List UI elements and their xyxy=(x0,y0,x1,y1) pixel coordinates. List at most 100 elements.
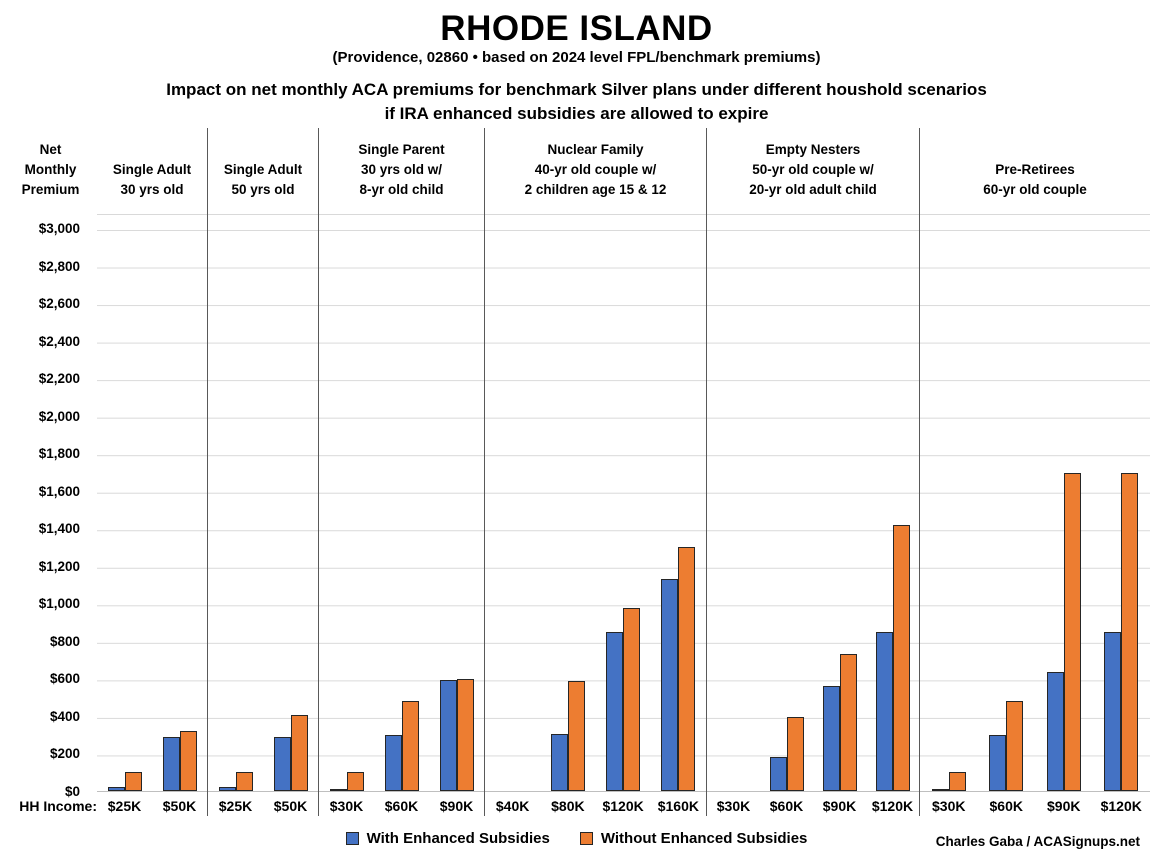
credit: Charles Gaba / ACASignups.net xyxy=(935,834,1140,849)
scenario-group: Empty Nesters 50-yr old couple w/ 20-yr … xyxy=(706,128,919,816)
bar-with-subsidies xyxy=(273,737,291,791)
bar-without-subsidies xyxy=(1121,473,1139,791)
bar-without-subsidies xyxy=(839,654,857,791)
y-tick-label: $2,600 xyxy=(38,296,80,312)
bar-without-subsidies xyxy=(948,772,966,791)
scenario-plot-area xyxy=(485,214,706,792)
bar-row xyxy=(920,215,1150,791)
income-slot xyxy=(707,215,760,791)
bar-row xyxy=(208,215,318,791)
chart-heading-line-1: Impact on net monthly ACA premiums for b… xyxy=(166,80,987,99)
income-label: $90K xyxy=(822,797,857,814)
bar-without-subsidies xyxy=(892,525,910,791)
bar-without-subsidies xyxy=(124,772,142,791)
bar-row xyxy=(485,215,706,791)
y-tick-label: $2,000 xyxy=(38,408,80,424)
income-label: $60K xyxy=(769,797,804,814)
legend-label: Without Enhanced Subsidies xyxy=(600,830,808,847)
y-tick-label: $1,600 xyxy=(38,483,80,499)
income-slot xyxy=(374,215,429,791)
income-label: $120K xyxy=(1100,797,1142,814)
income-label: $30K xyxy=(932,797,966,814)
bar-with-subsidies xyxy=(107,787,125,791)
scenario-header: Nuclear Family 40-yr old couple w/ 2 chi… xyxy=(524,142,667,197)
income-label: $120K xyxy=(602,797,644,814)
income-slot xyxy=(920,215,978,791)
y-tick-label: $3,000 xyxy=(38,221,80,236)
bar-without-subsidies xyxy=(235,772,253,791)
y-tick-label: $0 xyxy=(64,784,80,799)
income-label: $160K xyxy=(657,797,699,814)
bar-with-subsidies xyxy=(329,789,347,791)
income-slot xyxy=(152,215,207,791)
y-tick-label: $1,400 xyxy=(38,521,80,537)
income-slot xyxy=(813,215,866,791)
bar-chart: Net Monthly Premium $3,000 $2,800 $2,600 $2… xyxy=(0,128,1153,816)
income-slot xyxy=(97,215,152,791)
y-tick-label: $400 xyxy=(49,708,80,724)
bar-without-subsidies xyxy=(346,772,364,791)
y-tick-label: $800 xyxy=(49,633,80,649)
bar-row xyxy=(319,215,484,791)
income-label: $30K xyxy=(716,797,751,814)
income-labels: $30K $60K $90K $120K xyxy=(920,792,1150,816)
bar-with-subsidies xyxy=(218,787,236,791)
income-slot xyxy=(429,215,484,791)
y-tick-label: $1,200 xyxy=(38,558,80,574)
bar-without-subsidies xyxy=(786,717,804,791)
bar-with-subsidies xyxy=(439,680,457,791)
income-label: $25K xyxy=(218,797,253,814)
income-slot xyxy=(866,215,919,791)
scenario-header: Single Adult 30 yrs old xyxy=(112,162,192,197)
legend-swatch-without-subsidies xyxy=(579,832,593,845)
income-label: $60K xyxy=(384,797,419,814)
y-tick-label: $2,200 xyxy=(38,371,80,387)
bar-row xyxy=(97,215,207,791)
bar-without-subsidies xyxy=(678,547,696,791)
income-label: $50K xyxy=(273,797,308,814)
income-label: $25K xyxy=(107,797,142,814)
bar-with-subsidies xyxy=(661,579,679,791)
legend: With Enhanced Subsidies Without Enhanced … xyxy=(0,820,1153,847)
bar-with-subsidies xyxy=(1046,672,1064,791)
hh-income-label: HH Income: xyxy=(19,798,97,814)
income-label: $60K xyxy=(989,797,1023,814)
income-slot xyxy=(208,215,263,791)
legend-swatch-with-subsidies xyxy=(345,832,359,845)
bar-with-subsidies xyxy=(989,735,1007,791)
bar-with-subsidies xyxy=(384,735,402,791)
income-label: $40K xyxy=(495,797,530,814)
bar-without-subsidies xyxy=(179,731,197,791)
bar-with-subsidies xyxy=(606,632,624,791)
chart-footer: With Enhanced Subsidies Without Enhanced … xyxy=(0,820,1153,860)
legend-item-with-subsidies: With Enhanced Subsidies xyxy=(345,830,550,847)
income-label: $80K xyxy=(551,797,585,814)
scenario-group: Single Adult 50 yrs old $25K $50K xyxy=(207,128,318,816)
bar-with-subsidies xyxy=(822,686,840,791)
income-label: $30K xyxy=(329,797,364,814)
y-axis-title: Net Monthly Premium xyxy=(21,142,80,197)
y-tick-label: $2,400 xyxy=(38,333,80,349)
income-slot xyxy=(760,215,813,791)
income-label: $90K xyxy=(1047,797,1081,814)
chart-heading-line-2: if IRA enhanced subsidies are allowed to… xyxy=(384,104,769,123)
bar-with-subsidies xyxy=(1104,632,1122,791)
page-subtitle: (Providence, 02860 • based on 2024 level… xyxy=(332,49,821,66)
scenario-plot-area xyxy=(707,214,919,792)
income-labels: $30K $60K $90K xyxy=(319,792,484,816)
bar-with-subsidies xyxy=(875,632,893,791)
scenario-header: Single Parent 30 yrs old w/ 8-yr old chi… xyxy=(358,142,445,197)
bar-without-subsidies xyxy=(401,701,419,791)
bar-without-subsidies xyxy=(1006,701,1024,791)
bar-without-subsidies xyxy=(456,679,474,791)
bar-row xyxy=(707,215,919,791)
y-axis-ticks: $3,000 $2,800 $2,600 $2,400 $2,200 $2,000 $1,8… xyxy=(0,214,97,799)
income-slot xyxy=(978,215,1036,791)
y-axis-column: Net Monthly Premium $3,000 $2,800 $2,600 $2… xyxy=(0,128,97,816)
income-label: $90K xyxy=(439,797,474,814)
bar-without-subsidies xyxy=(567,681,585,791)
y-tick-label: $600 xyxy=(49,671,80,687)
bar-with-subsidies xyxy=(162,737,180,791)
scenario-plot-area xyxy=(920,214,1150,792)
